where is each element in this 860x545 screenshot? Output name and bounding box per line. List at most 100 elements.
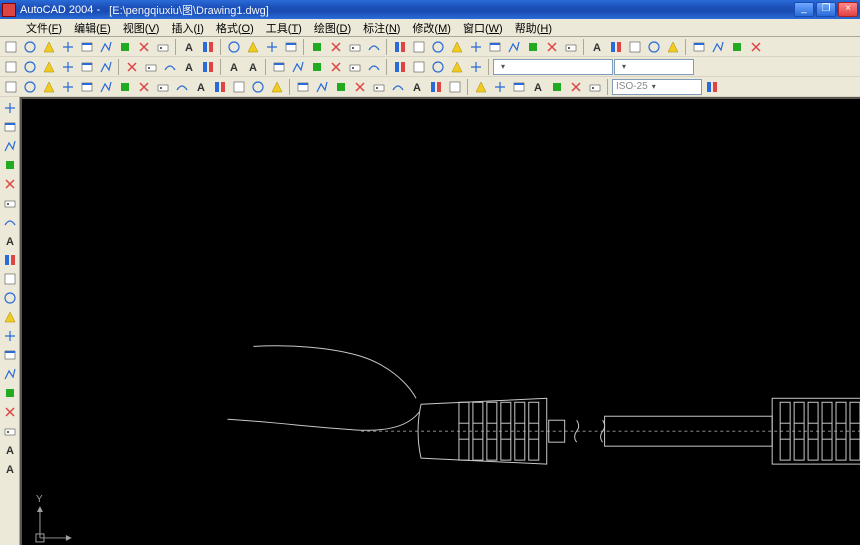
snap-tan-icon[interactable] [173,78,191,96]
snap-par-icon[interactable] [230,78,248,96]
snap-ins-icon[interactable] [135,78,153,96]
menu-v[interactable]: 视图(V) [117,19,166,37]
dim-leader-icon[interactable] [429,58,447,76]
lights-icon[interactable] [747,38,765,56]
polygon-icon[interactable] [1,156,19,174]
copy-icon[interactable] [116,38,134,56]
spline-icon[interactable] [1,251,19,269]
snap-appint-icon[interactable] [211,78,229,96]
zoom-realtime-icon[interactable] [244,38,262,56]
xref-icon[interactable] [626,38,644,56]
pline-icon[interactable] [313,78,331,96]
table-icon[interactable] [510,78,528,96]
spline-icon[interactable] [389,78,407,96]
snap-none-icon[interactable] [249,78,267,96]
menu-w[interactable]: 窗口(W) [457,19,509,37]
divide-icon[interactable] [448,38,466,56]
rectangle-icon[interactable] [1,175,19,193]
snap-node-icon[interactable] [59,78,77,96]
block-insert-icon[interactable] [607,38,625,56]
add-selected-icon[interactable]: A [1,460,19,478]
polygon-icon[interactable] [332,78,350,96]
menu-i[interactable]: 插入(I) [165,19,209,37]
snap-quad-icon[interactable] [78,78,96,96]
dim-angular-icon[interactable] [346,58,364,76]
redo-icon[interactable] [199,38,217,56]
match-prop-icon[interactable] [154,38,172,56]
open-icon[interactable] [21,38,39,56]
point-icon[interactable] [446,78,464,96]
drawing-canvas[interactable]: Y [20,97,860,545]
gradient-icon[interactable] [1,384,19,402]
table-icon[interactable] [1,422,19,440]
explode-icon[interactable] [586,78,604,96]
render-icon[interactable] [709,38,727,56]
block-make-icon[interactable] [1,327,19,345]
line-icon[interactable] [1,99,19,117]
solid-box-icon[interactable] [2,58,20,76]
solid-wedge-icon[interactable] [78,58,96,76]
menu-h[interactable]: 帮助(H) [509,19,558,37]
extrude-icon[interactable] [123,58,141,76]
new-icon[interactable] [2,38,20,56]
ellipse-icon[interactable] [1,270,19,288]
circle-icon[interactable] [370,78,388,96]
boundary-icon[interactable] [505,38,523,56]
block-insert-icon[interactable] [1,308,19,326]
plot-icon[interactable] [59,38,77,56]
dim-continue-icon[interactable] [410,58,428,76]
center-mark-icon[interactable] [467,58,485,76]
menu-e[interactable]: 编辑(E) [68,19,117,37]
line-icon[interactable] [294,78,312,96]
undo-icon[interactable]: A [180,38,198,56]
zoom-previous-icon[interactable] [282,38,300,56]
snap-near-icon[interactable]: A [192,78,210,96]
rect-hatch-icon[interactable] [429,38,447,56]
revcloud-icon[interactable]: A [1,232,19,250]
text-single-icon[interactable]: A [225,58,243,76]
text-multi-icon[interactable]: A [244,58,262,76]
help-icon[interactable] [365,38,383,56]
ellipse-arc-icon[interactable] [427,78,445,96]
circle-icon[interactable] [1,213,19,231]
hatch-icon[interactable] [472,78,490,96]
linetype-dropdown[interactable]: ▾ [614,59,694,75]
arc-icon[interactable] [351,78,369,96]
region-icon[interactable] [1,403,19,421]
interfere-icon[interactable] [199,58,217,76]
section-icon[interactable]: A [180,58,198,76]
restore-button[interactable]: ❐ [816,2,836,17]
measure-icon[interactable] [467,38,485,56]
cut-icon[interactable] [97,38,115,56]
gradient-icon[interactable] [491,78,509,96]
print-preview-icon[interactable] [78,38,96,56]
hatch-icon[interactable] [1,365,19,383]
ole-icon[interactable] [664,38,682,56]
save-icon[interactable] [40,38,58,56]
solid-torus-icon[interactable] [97,58,115,76]
menu-t[interactable]: 工具(T) [260,19,308,37]
menu-o[interactable]: 格式(O) [210,19,260,37]
fillet-icon[interactable] [567,78,585,96]
dim-update-icon[interactable] [703,78,721,96]
zoom-window-icon[interactable] [263,38,281,56]
construction-line-icon[interactable] [1,118,19,136]
wipeout-icon[interactable] [524,38,542,56]
solid-sphere-icon[interactable] [21,58,39,76]
menu-m[interactable]: 修改(M) [406,19,457,37]
dim-diameter-icon[interactable] [327,58,345,76]
image-icon[interactable] [645,38,663,56]
region-icon[interactable] [486,38,504,56]
mtext-icon[interactable]: A [1,441,19,459]
dim-linear-icon[interactable] [270,58,288,76]
block-make-icon[interactable]: A [588,38,606,56]
revolve-icon[interactable] [142,58,160,76]
snap-mid-icon[interactable] [21,78,39,96]
minimize-button[interactable]: _ [794,2,814,17]
dimstyle-dropdown[interactable]: ISO-25▾ [612,79,702,95]
arc-icon[interactable] [1,194,19,212]
ellipse-arc-icon[interactable] [1,289,19,307]
menu-f[interactable]: 文件(F) [20,19,68,37]
snap-end-icon[interactable] [2,78,20,96]
mtext-icon[interactable]: A [529,78,547,96]
